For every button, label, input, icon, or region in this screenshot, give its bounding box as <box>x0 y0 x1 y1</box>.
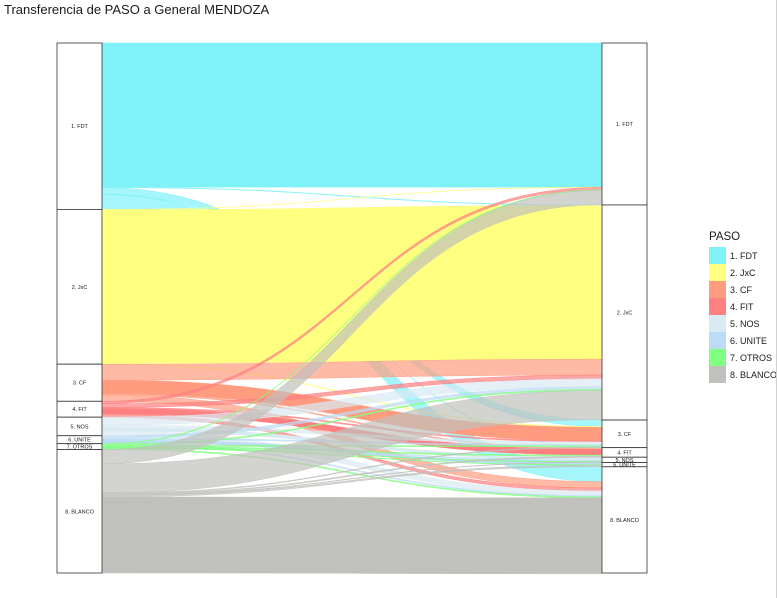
legend-label-unite: 6. UNITE <box>730 335 768 346</box>
legend-item-unite: 6. UNITE <box>709 332 777 349</box>
legend-label-nos: 5. NOS <box>730 318 760 329</box>
legend-label-jxc: 2. JxC <box>730 267 756 278</box>
right-stratum-cf <box>601 419 648 449</box>
left-stratum-label-fit: 4. FIT <box>72 407 87 413</box>
legend-swatch-unite <box>709 332 726 349</box>
flow-blanco-to-blanco <box>101 496 603 575</box>
legend-swatch-fit <box>709 298 726 315</box>
legend-label-otros: 7. OTROS <box>730 352 773 363</box>
legend-label-fdt: 1. FDT <box>730 250 758 261</box>
legend-swatch-nos <box>709 315 726 332</box>
left-stratum-cf <box>56 363 103 402</box>
chart-title: Transferencia de PASO a General MENDOZA <box>4 2 270 17</box>
panel-border <box>776 0 777 598</box>
left-stratum-label-otros: 7. OTROS <box>67 445 93 451</box>
left-stratum-label-blanco: 8. BLANCO <box>65 509 94 515</box>
left-stratum-fdt <box>56 42 103 210</box>
legend-title: PASO <box>709 231 741 243</box>
legend-item-blanco: 8. BLANCO <box>709 366 777 383</box>
right-stratum-label-nos: 5. NOS <box>615 458 633 464</box>
legend-swatch-jxc <box>709 264 726 281</box>
flows-group <box>101 42 603 575</box>
right-stratum-label-blanco: 8. BLANCO <box>610 518 639 524</box>
legend-item-nos: 5. NOS <box>709 315 777 332</box>
legend-item-cf: 3. CF <box>709 281 777 298</box>
right-stratum-blanco <box>601 466 648 574</box>
right-stratum-jxc <box>601 204 648 421</box>
legend-swatch-fdt <box>709 247 726 264</box>
right-stratum-label-fdt: 1. FDT <box>616 122 633 128</box>
legend-swatch-otros <box>709 349 726 366</box>
legend-item-fdt: 1. FDT <box>709 247 777 264</box>
left-stratum-jxc <box>56 209 103 365</box>
legend-label-blanco: 8. BLANCO <box>730 369 778 380</box>
flow-fdt-to-fdt <box>101 42 603 188</box>
left-stratum-label-nos: 5. NOS <box>70 424 88 430</box>
flow-jxc-to-jxc <box>101 205 603 364</box>
legend-item-otros: 7. OTROS <box>709 349 777 366</box>
left-stratum-label-fdt: 1. FDT <box>71 124 88 130</box>
legend-item-fit: 4. FIT <box>709 298 777 315</box>
right-stratum-label-cf: 3. CF <box>618 432 632 438</box>
legend-swatch-cf <box>709 281 726 298</box>
legend-items: 1. FDT 2. JxC 3. CF 4. FIT 5. NOS 6. UNITE 7. … <box>709 247 777 383</box>
legend-item-jxc: 2. JxC <box>709 264 777 281</box>
left-stratum-label-jxc: 2. JxC <box>72 285 88 291</box>
legend-label-cf: 3. CF <box>730 284 753 295</box>
left-stratum-label-unite: 6. UNITE <box>68 438 91 444</box>
legend-swatch-blanco <box>709 366 726 383</box>
left-stratum-blanco <box>56 449 103 574</box>
legend: PASO 1. FDT 2. JxC 3. CF 4. FIT 5. NOS 6. UNI… <box>709 231 777 383</box>
left-stratum-label-cf: 3. CF <box>73 381 87 387</box>
legend-label-fit: 4. FIT <box>730 301 754 312</box>
right-stratum-fdt <box>601 42 648 206</box>
right-stratum-label-unite: 6. UNITE <box>613 463 636 469</box>
right-stratum-label-jxc: 2. JxC <box>617 311 633 317</box>
right-stratum-label-fit: 4. FIT <box>617 450 632 456</box>
